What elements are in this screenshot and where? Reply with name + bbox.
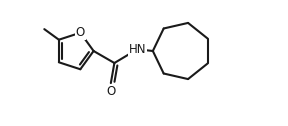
Text: HN: HN (128, 43, 146, 56)
Text: O: O (76, 26, 85, 39)
Text: O: O (106, 85, 115, 99)
